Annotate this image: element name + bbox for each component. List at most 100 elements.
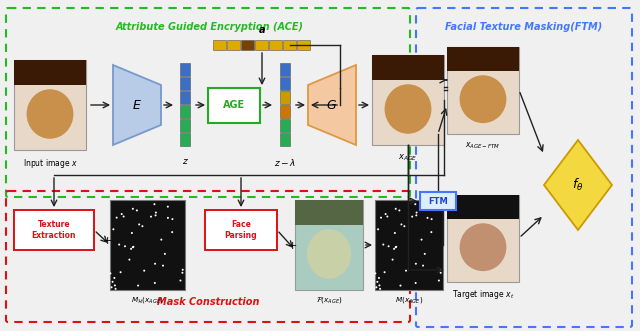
Bar <box>179 91 189 104</box>
Circle shape <box>137 285 139 287</box>
Circle shape <box>171 231 173 233</box>
Bar <box>280 91 289 104</box>
Bar <box>283 40 296 50</box>
Circle shape <box>395 246 397 248</box>
Circle shape <box>392 259 394 260</box>
Circle shape <box>379 288 381 290</box>
Text: $G$: $G$ <box>326 99 337 112</box>
Text: $M(x_{AGE})$: $M(x_{AGE})$ <box>395 295 423 305</box>
Bar <box>280 105 289 118</box>
Bar <box>110 200 185 290</box>
Circle shape <box>120 271 122 273</box>
Circle shape <box>160 239 163 241</box>
Circle shape <box>164 253 166 255</box>
Bar <box>447 47 519 71</box>
Bar <box>372 55 444 145</box>
Circle shape <box>399 285 401 287</box>
Circle shape <box>398 210 401 212</box>
Circle shape <box>167 206 169 208</box>
Circle shape <box>136 210 138 212</box>
Circle shape <box>403 225 405 227</box>
Circle shape <box>415 263 417 265</box>
Text: Target image $x_t$: Target image $x_t$ <box>452 288 514 301</box>
Circle shape <box>132 208 134 210</box>
Text: +: + <box>102 236 112 246</box>
Bar <box>255 40 268 50</box>
Bar <box>269 40 282 50</box>
FancyBboxPatch shape <box>205 210 277 250</box>
Circle shape <box>376 281 378 283</box>
Bar <box>447 47 519 134</box>
Bar <box>14 60 86 85</box>
Circle shape <box>426 206 428 208</box>
Circle shape <box>115 288 116 290</box>
Circle shape <box>424 253 426 255</box>
Circle shape <box>395 246 397 248</box>
Circle shape <box>123 215 125 217</box>
Bar <box>295 200 363 225</box>
Bar <box>179 133 189 146</box>
Circle shape <box>415 214 417 216</box>
Circle shape <box>154 263 156 265</box>
Circle shape <box>387 215 388 217</box>
Text: Face
Parsing: Face Parsing <box>225 220 257 240</box>
Bar <box>280 77 289 90</box>
Text: $x_{AGE-FTM}$: $x_{AGE-FTM}$ <box>465 140 500 151</box>
Polygon shape <box>113 65 161 145</box>
Circle shape <box>116 216 118 219</box>
Ellipse shape <box>460 75 506 123</box>
Text: Input image $x$: Input image $x$ <box>22 157 77 170</box>
Circle shape <box>440 272 442 274</box>
Circle shape <box>426 217 429 219</box>
Bar <box>280 133 289 146</box>
Circle shape <box>405 270 407 272</box>
Text: Attribute Guided Encryption (ACE): Attribute Guided Encryption (ACE) <box>116 22 304 32</box>
Circle shape <box>380 216 382 219</box>
FancyBboxPatch shape <box>14 210 94 250</box>
FancyBboxPatch shape <box>208 88 260 123</box>
Circle shape <box>124 245 126 247</box>
Circle shape <box>109 272 111 274</box>
Circle shape <box>393 248 395 250</box>
Circle shape <box>181 272 184 274</box>
Circle shape <box>438 280 440 282</box>
Ellipse shape <box>385 84 431 134</box>
Circle shape <box>179 280 182 282</box>
Circle shape <box>132 246 134 248</box>
Circle shape <box>376 286 378 288</box>
Circle shape <box>411 215 413 218</box>
Bar <box>280 63 289 76</box>
Circle shape <box>415 282 417 284</box>
Text: FTM: FTM <box>428 197 448 206</box>
Circle shape <box>378 277 380 279</box>
Text: $M_{\mathcal{H}}(x_{AGE})$: $M_{\mathcal{H}}(x_{AGE})$ <box>131 295 163 305</box>
Circle shape <box>378 284 380 286</box>
Bar <box>297 40 310 50</box>
Circle shape <box>422 264 424 266</box>
Circle shape <box>385 213 387 215</box>
Bar <box>295 200 363 290</box>
Circle shape <box>395 208 397 210</box>
Text: +: + <box>287 241 297 251</box>
Circle shape <box>130 248 132 250</box>
Circle shape <box>113 228 115 230</box>
Bar <box>213 40 226 50</box>
Text: Mask Construction: Mask Construction <box>157 297 259 307</box>
Circle shape <box>131 232 133 234</box>
Bar <box>179 119 189 132</box>
Circle shape <box>121 213 123 215</box>
Text: AGE: AGE <box>223 100 245 110</box>
Text: $E$: $E$ <box>132 99 142 112</box>
Circle shape <box>118 244 120 246</box>
Circle shape <box>377 228 379 230</box>
Circle shape <box>374 272 376 274</box>
Circle shape <box>382 244 384 246</box>
Circle shape <box>162 264 164 266</box>
Circle shape <box>182 269 184 271</box>
Bar <box>447 195 519 282</box>
Text: $f_\theta$: $f_\theta$ <box>572 177 584 193</box>
Circle shape <box>114 284 116 286</box>
Bar <box>14 60 86 150</box>
Bar <box>179 77 189 90</box>
Bar <box>227 40 240 50</box>
